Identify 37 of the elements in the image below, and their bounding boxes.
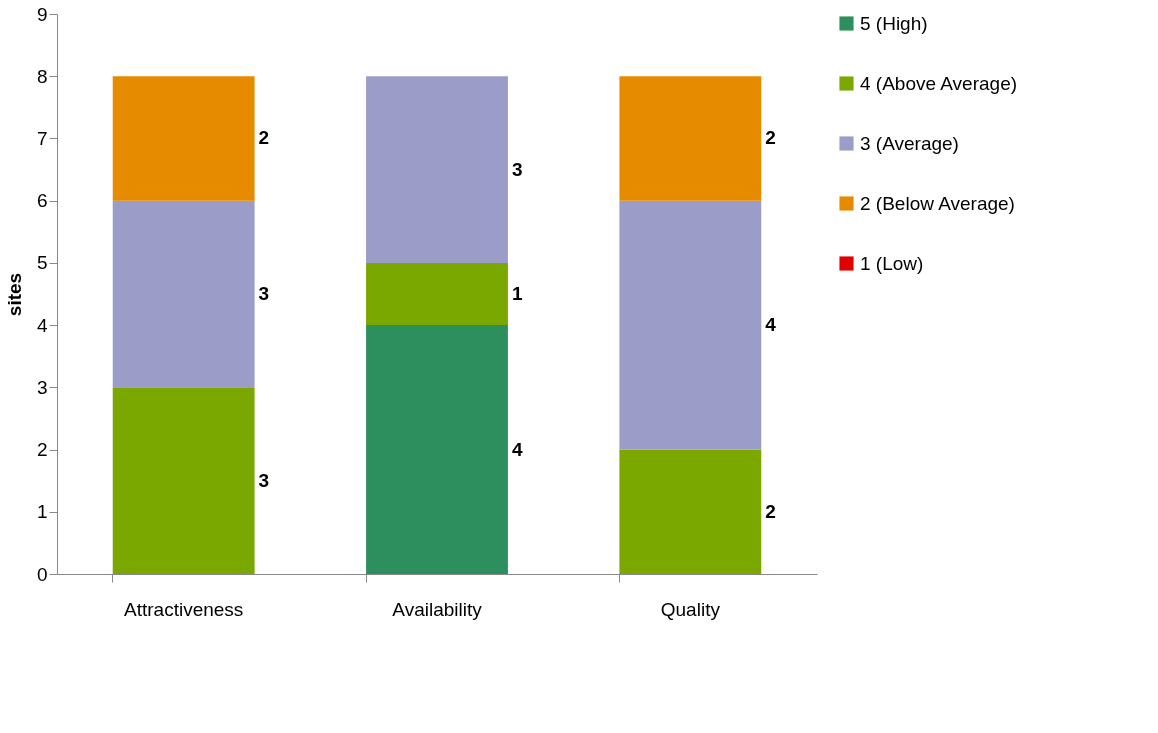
y-tick-label: 0: [36, 563, 48, 585]
bar: [112, 200, 255, 388]
data-label: 2: [765, 500, 776, 522]
y-tick-label: 2: [36, 439, 48, 461]
x-tick-label: Quality: [660, 598, 721, 620]
y-tick-label: 3: [36, 376, 48, 398]
y-tick-label: 6: [36, 190, 48, 212]
data-label: 4: [511, 438, 523, 460]
y-tick-label: 8: [36, 65, 48, 87]
bar: [366, 262, 508, 326]
data-label: 2: [765, 127, 776, 149]
legend-label: 5 (High): [860, 12, 928, 34]
bar: [619, 76, 762, 201]
legend-label: 3 (Average): [860, 132, 959, 154]
y-tick-label: 4: [36, 314, 48, 336]
legend-label: 1 (Low): [860, 252, 924, 274]
data-label: 3: [258, 469, 270, 491]
bar: [366, 76, 508, 263]
data-label: 4: [765, 314, 777, 336]
y-tick-label: 5: [36, 252, 48, 274]
bar: [619, 449, 762, 574]
data-label: 1: [511, 283, 523, 304]
data-label: 3: [511, 158, 523, 180]
y-tick-label: 7: [36, 127, 48, 149]
bar: [619, 200, 762, 450]
y-tick-label: 9: [36, 3, 48, 25]
bar: [112, 387, 255, 574]
data-label: 2: [258, 127, 270, 149]
data-label: 3: [258, 283, 270, 304]
legend-label: 4 (Above Average): [860, 72, 1018, 94]
x-tick-label: Availability: [392, 598, 483, 620]
bar: [366, 325, 508, 574]
legend-label: 2 (Below Average): [860, 192, 1015, 214]
bar: [112, 76, 255, 201]
y-tick-label: 1: [36, 501, 48, 523]
x-tick-label: Attractiveness: [124, 598, 244, 620]
y-axis-title: sites: [3, 272, 25, 317]
